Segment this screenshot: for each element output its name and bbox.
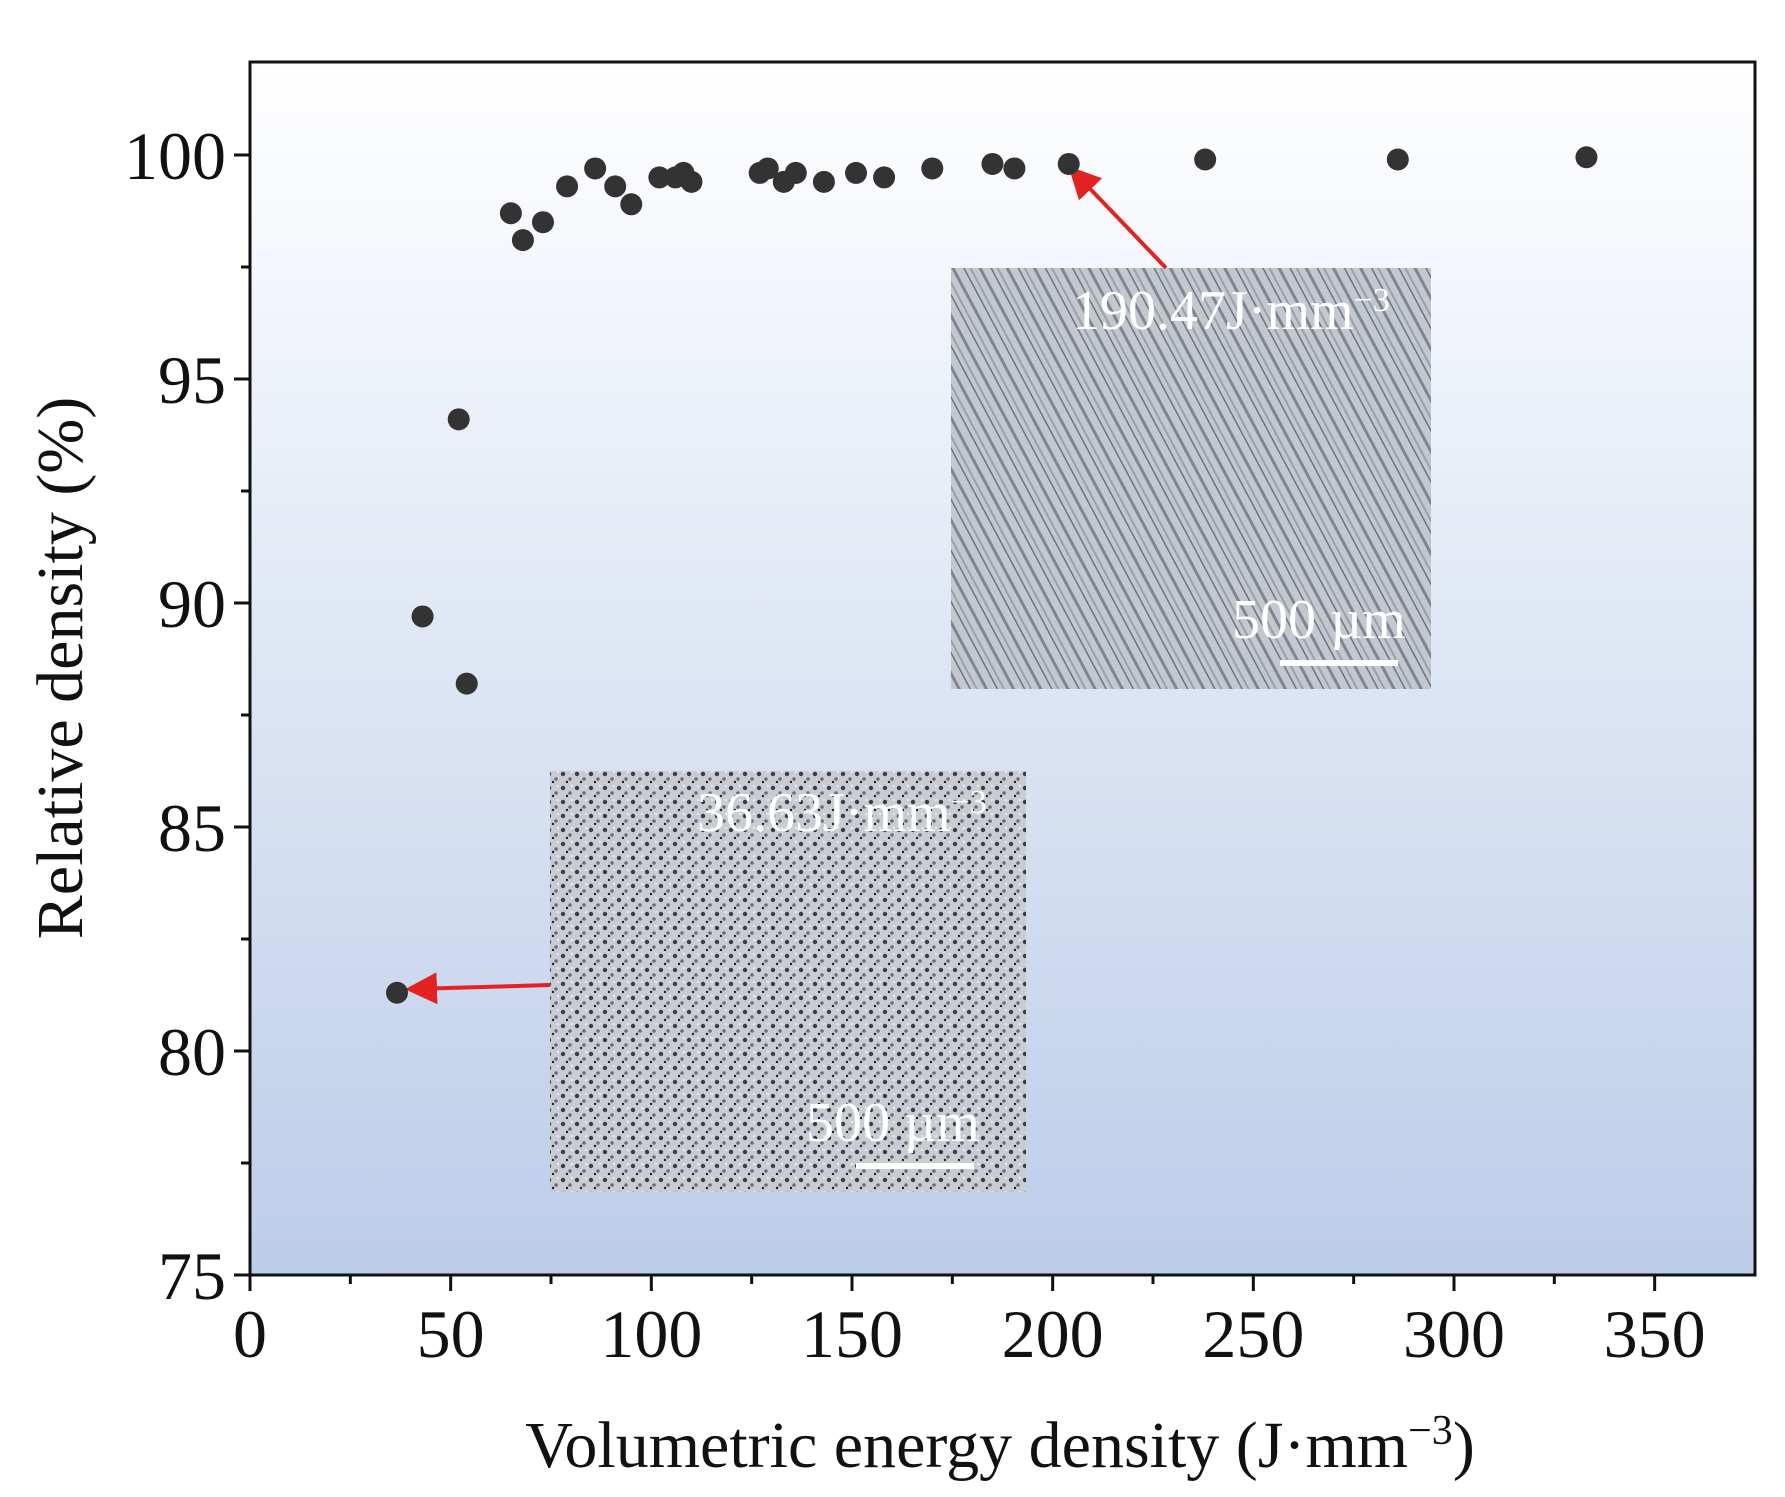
data-point [981, 152, 1004, 175]
arrow-to-high-point [1068, 166, 1168, 270]
annotation-arrows [405, 166, 1168, 1005]
y-tick-label: 85 [158, 790, 226, 866]
data-point [1575, 146, 1598, 169]
inset-high-scale-bar [1280, 660, 1398, 666]
y-tick-label: 100 [124, 118, 226, 194]
plot-frame [248, 60, 1757, 1277]
y-tick-label: 95 [158, 342, 226, 418]
micrograph-insets: 36.63J·mm−3 500 µm 190.47J·mm−3 500 µm [550, 268, 1431, 1192]
inset-low-scale-label: 500 µm [806, 1092, 980, 1154]
data-point [648, 166, 671, 189]
x-tick-label: 200 [1002, 1296, 1104, 1372]
data-point [756, 157, 779, 180]
data-point [386, 981, 409, 1004]
inset-low-scale-bar [856, 1163, 974, 1169]
inset-high-scale-label: 500 µm [1232, 589, 1406, 651]
arrow-to-low-point [405, 972, 551, 1005]
inset-high-label: 190.47J·mm−3 [1072, 280, 1390, 342]
y-axis-label: Relative density (%) [24, 397, 97, 940]
data-point [511, 229, 534, 252]
x-tick-label: 300 [1403, 1296, 1505, 1372]
data-point [531, 211, 554, 234]
data-point [620, 193, 643, 216]
x-tick-label: 50 [417, 1296, 485, 1372]
data-point [1194, 148, 1217, 171]
x-tick-label: 250 [1202, 1296, 1304, 1372]
x-tick-label: 150 [801, 1296, 903, 1372]
data-point [873, 166, 896, 189]
x-tick-label: 100 [600, 1296, 702, 1372]
data-points [386, 146, 1598, 1004]
data-point [1003, 157, 1026, 180]
y-axis: 75 80 85 90 95 100 [124, 118, 250, 1314]
data-point [680, 170, 703, 193]
x-axis-label: Volumetric energy density (J·mm−3) [525, 1408, 1475, 1482]
x-tick-label: 350 [1604, 1296, 1706, 1372]
data-point [556, 175, 579, 198]
y-tick-label: 80 [158, 1014, 226, 1090]
data-point [411, 605, 434, 628]
data-point [604, 175, 627, 198]
data-point [812, 170, 835, 193]
y-tick-label: 75 [158, 1238, 226, 1314]
data-point [921, 157, 944, 180]
data-point [499, 202, 522, 225]
data-point [455, 672, 478, 695]
inset-low-label: 36.63J·mm−3 [697, 782, 987, 844]
data-point [784, 161, 807, 184]
data-point [845, 161, 868, 184]
data-point [1057, 152, 1080, 175]
data-point [584, 157, 607, 180]
data-point [447, 408, 470, 431]
data-point [1386, 148, 1409, 171]
micrograph-inset-high-energy: 190.47J·mm−3 500 µm [951, 268, 1431, 689]
x-tick-label: 0 [233, 1296, 267, 1372]
micrograph-inset-low-energy: 36.63J·mm−3 500 µm [550, 771, 1026, 1192]
x-axis: 0 50 100 150 200 250 300 350 [233, 1275, 1706, 1372]
y-tick-label: 90 [158, 566, 226, 642]
